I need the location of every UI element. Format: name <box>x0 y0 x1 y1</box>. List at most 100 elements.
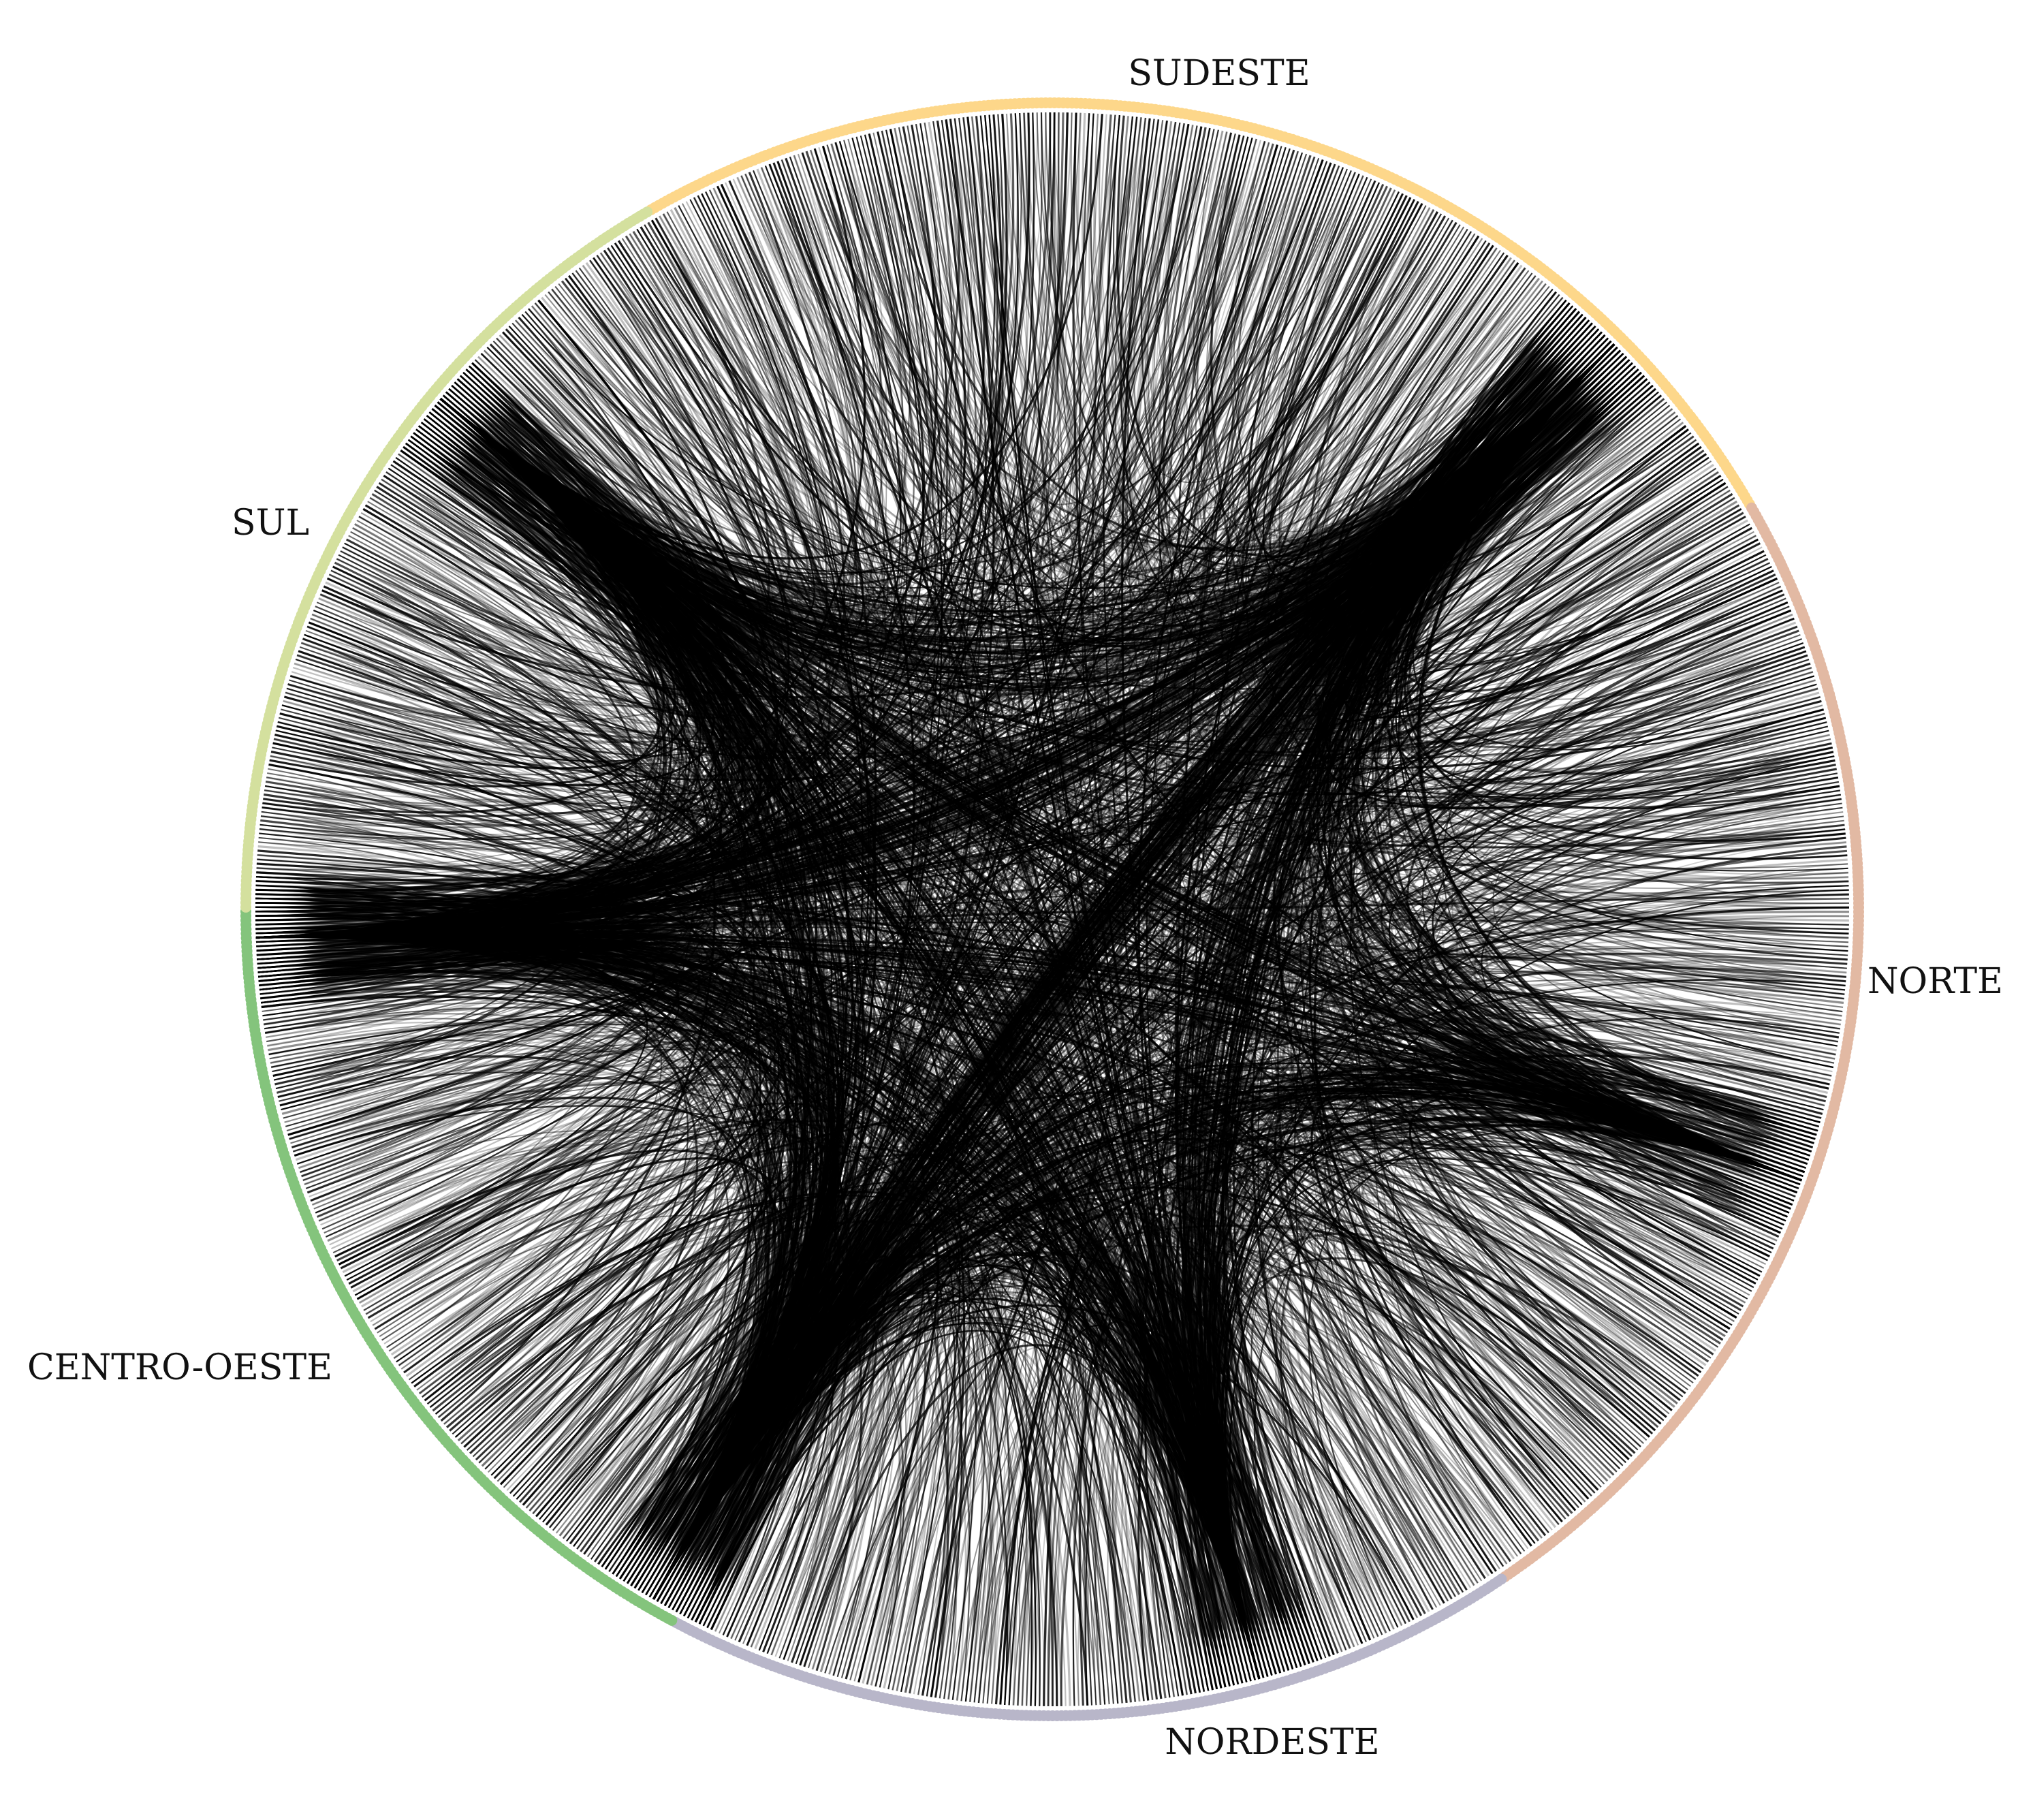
chord-edge <box>304 398 1665 763</box>
chord-edge <box>257 964 1269 1677</box>
chord-edge <box>753 151 1299 567</box>
chord-edge <box>1279 1120 1802 1649</box>
chord-edge <box>486 249 785 584</box>
chord-edge <box>511 322 1526 1552</box>
chord-edge <box>260 977 798 1479</box>
chord-edge <box>274 1018 1618 1473</box>
chord-edge <box>682 203 1648 655</box>
chord-edge <box>1474 815 1844 1257</box>
chord-edge <box>508 326 1011 1705</box>
chord-edge <box>651 219 1589 1500</box>
chord-edge <box>679 1108 1790 1615</box>
chord-edge <box>1150 1261 1273 1678</box>
chord-edge <box>451 385 896 1660</box>
chord-edge <box>629 233 1110 1705</box>
chord-edge <box>607 247 1783 734</box>
chord-edge <box>259 319 1590 845</box>
chord-edge <box>271 1021 1620 1469</box>
chord-edge <box>1364 1084 1786 1394</box>
chord-edge <box>814 148 1842 819</box>
chord-edge <box>605 331 1603 1570</box>
chord-edge <box>1122 288 1554 1701</box>
chord-edge <box>563 1182 1293 1669</box>
chord-edge <box>289 679 1841 840</box>
chord-edge <box>537 231 1472 634</box>
chord-edge <box>1013 1157 1778 1706</box>
region-label-centro-oeste: CENTRO-OESTE <box>27 1347 332 1388</box>
chord-edge <box>257 535 1756 964</box>
chord-edge <box>521 314 1849 935</box>
chord-edge <box>427 148 885 1405</box>
chord-edge <box>383 475 1598 1491</box>
chord-edge <box>279 717 999 1704</box>
chord-edge <box>259 982 993 1704</box>
chord-edge <box>509 378 1648 1494</box>
chord-edge <box>293 898 1849 1152</box>
chord-edge <box>377 170 1352 1334</box>
chord-edge <box>257 305 1574 973</box>
chord-edge <box>1210 134 1840 800</box>
chord-edge <box>982 523 1750 1704</box>
chord-edge <box>1261 199 1850 909</box>
chord-edge <box>978 1125 1776 1704</box>
chord-edge <box>1374 566 1772 1554</box>
chord-edge <box>465 368 1648 693</box>
chord-edge <box>398 439 1697 1366</box>
chord-edge <box>290 211 810 743</box>
chord-edge <box>255 193 842 884</box>
chord-edge <box>629 233 1379 1637</box>
chord-edge <box>427 1235 772 1593</box>
chord-edge <box>316 601 1136 1702</box>
chord-edge <box>1221 167 1786 1222</box>
chord-edge <box>456 378 1302 1667</box>
chord-edge <box>1313 729 1829 1503</box>
chord-edge <box>405 317 1587 682</box>
chord-edge <box>655 217 1494 1574</box>
chord-edge <box>1201 260 1515 1659</box>
chord-edge <box>305 972 1846 1189</box>
chord-edge <box>1075 112 1770 1257</box>
chord-edge <box>810 149 1596 582</box>
chord-edge <box>1356 1051 1824 1485</box>
chord-edge <box>958 117 1848 952</box>
chord-edge <box>1122 116 1583 1505</box>
chord-edge <box>612 1217 853 1582</box>
chord-edge <box>1086 114 1159 561</box>
chord-edge <box>260 125 937 829</box>
chord-edge <box>437 148 1291 674</box>
chord-edge <box>423 418 761 1578</box>
chord-edge <box>785 157 1618 558</box>
chord-edge <box>471 362 793 1575</box>
chord-edge <box>289 112 1043 1140</box>
chord-edge <box>313 162 859 705</box>
chord-edge <box>255 915 1820 1128</box>
chord-edge <box>1326 1217 1701 1599</box>
chord-edge <box>332 121 957 693</box>
chord-edge <box>255 415 683 917</box>
chord-edge <box>427 828 1846 1405</box>
chord-edge <box>385 471 1684 1398</box>
chord-edge <box>324 123 1185 680</box>
chord-edge <box>496 337 1801 1185</box>
chord-edge <box>565 278 895 1660</box>
chord-edge <box>1236 326 1596 1628</box>
chord-edge <box>299 646 1302 1667</box>
chord-edge <box>812 132 962 1670</box>
chord-edge <box>338 930 1849 1266</box>
chord-edge <box>1359 1105 1752 1391</box>
chord-edge <box>262 226 1464 1012</box>
chord-edge <box>270 755 1665 1422</box>
chord-edge <box>471 362 1654 653</box>
chord-edge <box>1083 952 1848 1706</box>
chord-edge <box>971 116 1817 1135</box>
chord-edge <box>255 418 665 896</box>
chord-edge <box>849 802 1842 1680</box>
chord-edge <box>286 181 1376 1131</box>
chord-edge <box>259 823 744 1506</box>
chord-edge <box>330 569 1009 1705</box>
chord-edge <box>262 136 904 822</box>
chord-edge <box>410 435 1763 1273</box>
chord-edge <box>781 155 905 488</box>
chord-edge <box>810 149 1834 785</box>
chord-edge <box>1306 1070 1772 1431</box>
